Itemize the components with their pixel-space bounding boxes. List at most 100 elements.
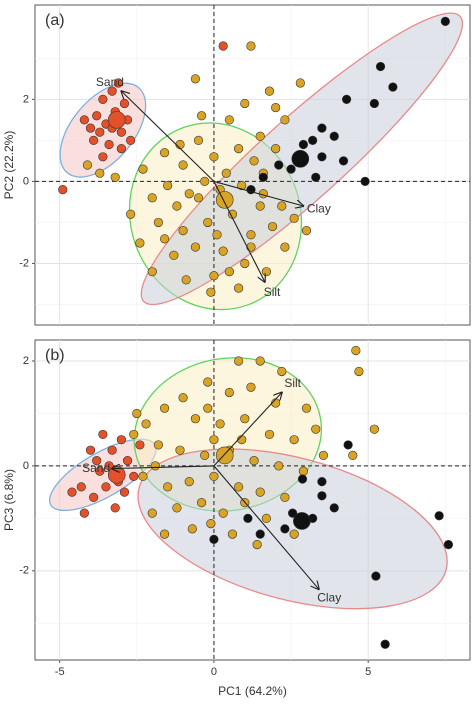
point <box>107 445 117 455</box>
arrow-label: Clay <box>307 201 331 215</box>
centroid <box>293 512 311 530</box>
x-tick-label: -5 <box>55 666 65 678</box>
point <box>351 345 361 356</box>
point <box>163 482 173 492</box>
point <box>308 135 318 145</box>
point <box>264 86 275 96</box>
y-tick-label: 0 <box>23 460 29 472</box>
loading-arrow <box>213 392 282 467</box>
point <box>289 213 299 223</box>
point <box>218 246 228 256</box>
point <box>203 377 213 387</box>
point <box>119 487 130 497</box>
point <box>240 98 250 109</box>
point <box>280 524 290 534</box>
point <box>104 139 114 150</box>
point <box>187 524 197 534</box>
point <box>298 466 309 476</box>
y-axis-label: PC3 (6.8%) <box>2 469 16 531</box>
point <box>159 148 170 158</box>
point <box>209 534 219 544</box>
y-tick-label: -2 <box>19 257 29 269</box>
point <box>311 172 321 182</box>
point <box>95 127 105 137</box>
centroid <box>215 446 234 465</box>
point <box>76 482 86 492</box>
x-tick-label: 0 <box>211 666 217 678</box>
arrow-label: Silt <box>264 285 281 299</box>
loading-arrow <box>213 465 319 589</box>
point <box>190 242 201 252</box>
point <box>360 176 370 187</box>
point <box>85 123 96 133</box>
point <box>172 503 182 513</box>
point <box>159 529 170 539</box>
point <box>218 41 228 51</box>
point <box>175 445 185 455</box>
point <box>280 115 290 125</box>
point <box>175 139 185 150</box>
panel-title: (b) <box>45 347 65 364</box>
point <box>255 356 265 366</box>
point <box>184 477 194 487</box>
point <box>190 74 201 84</box>
point <box>221 168 231 178</box>
point <box>169 250 179 260</box>
point <box>122 456 133 466</box>
y-tick-label: 2 <box>23 93 29 105</box>
point <box>98 94 108 104</box>
point <box>298 139 309 150</box>
point <box>375 61 386 72</box>
arrow-label: Sand <box>96 75 124 89</box>
point <box>237 180 247 191</box>
point <box>215 419 225 429</box>
point <box>317 152 327 162</box>
point <box>138 164 148 174</box>
arrow-label: Sand <box>82 461 110 475</box>
point <box>178 393 188 403</box>
point <box>178 160 188 170</box>
point <box>172 201 182 211</box>
centroid <box>291 150 310 168</box>
point <box>277 201 287 211</box>
point <box>240 258 250 269</box>
arrow-label: Silt <box>284 376 301 390</box>
point <box>227 529 238 539</box>
point <box>246 41 256 51</box>
point <box>95 466 105 476</box>
point <box>116 127 126 137</box>
point <box>79 115 89 125</box>
x-tick-label: 5 <box>365 666 371 678</box>
point <box>101 482 111 492</box>
point <box>234 283 244 293</box>
point <box>443 539 454 550</box>
y-tick-label: -2 <box>19 565 29 577</box>
point <box>159 403 170 413</box>
loading-arrow <box>213 180 303 206</box>
centroid <box>215 191 234 209</box>
loading-arrow <box>112 466 214 469</box>
point <box>249 156 259 166</box>
y-tick-label: 0 <box>23 175 29 187</box>
point <box>341 94 352 104</box>
point <box>317 491 327 501</box>
point <box>190 414 201 424</box>
point <box>135 238 145 248</box>
point <box>82 160 93 170</box>
point <box>286 164 296 174</box>
point <box>209 271 219 281</box>
point <box>240 414 250 424</box>
point <box>343 440 353 450</box>
point <box>369 424 379 434</box>
point <box>116 435 126 445</box>
point <box>138 471 148 481</box>
point <box>289 435 299 445</box>
panel-title: (a) <box>45 12 65 29</box>
point <box>79 508 89 518</box>
point <box>249 456 259 466</box>
point <box>318 450 329 461</box>
point <box>163 180 173 191</box>
point <box>193 135 204 145</box>
point <box>271 143 281 154</box>
